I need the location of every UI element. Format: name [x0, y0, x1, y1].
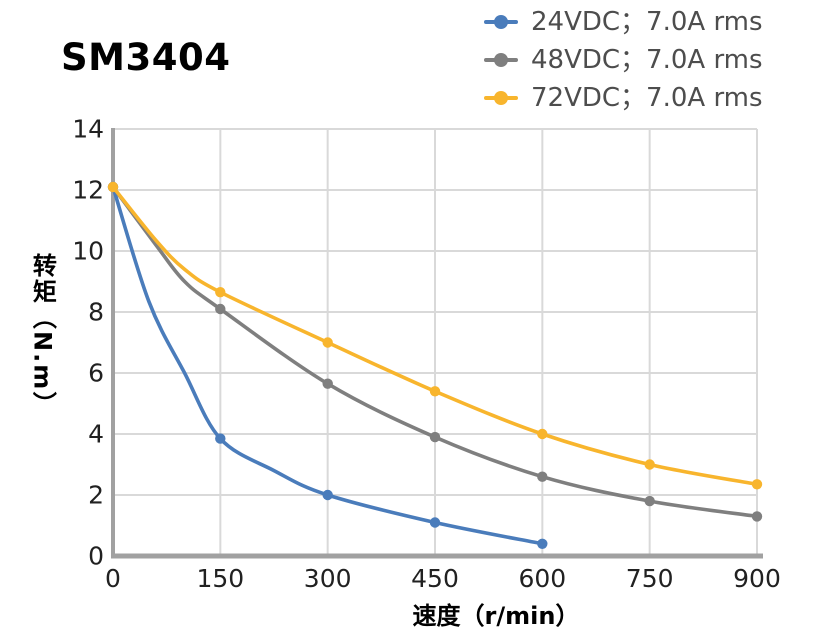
legend-dot-icon	[494, 90, 508, 105]
x-axis-title: 速度（r/min）	[412, 602, 580, 630]
legend-dot-icon	[494, 52, 508, 67]
data-point-48vdc	[644, 495, 655, 507]
y-tick-label: 10	[72, 236, 104, 266]
legend-item-72vdc: 72VDC；7.0A rms	[484, 82, 763, 113]
y-tick-label: 6	[88, 358, 104, 388]
x-tick-label: 600	[518, 564, 567, 593]
legend-marker-icon	[484, 14, 518, 29]
legend-item-48vdc: 48VDC；7.0A rms	[484, 44, 763, 75]
legend-label: 48VDC；7.0A rms	[531, 44, 763, 75]
data-point-72vdc	[429, 386, 441, 397]
data-point-48vdc	[215, 303, 226, 315]
x-tick-label: 750	[625, 564, 674, 593]
legend-item-24vdc: 24VDC；7.0A rms	[484, 6, 763, 37]
y-tick-label: 14	[72, 114, 104, 144]
data-point-72vdc	[107, 181, 119, 193]
x-axis-ticks: 0 150 300 450 600 750 900	[0, 566, 831, 598]
legend-label: 72VDC；7.0A rms	[531, 82, 763, 113]
data-point-24vdc	[537, 538, 548, 549]
x-tick-label: 300	[303, 564, 352, 593]
legend-marker-icon	[484, 90, 518, 105]
legend-dot-icon	[494, 14, 508, 29]
data-point-72vdc	[215, 287, 226, 298]
data-point-72vdc	[537, 428, 548, 440]
legend-marker-icon	[484, 52, 518, 67]
data-point-24vdc	[429, 517, 441, 528]
legend: 24VDC；7.0A rms 48VDC；7.0A rms 72VDC；7.0A r…	[484, 6, 763, 113]
data-point-48vdc	[429, 431, 441, 443]
y-tick-label: 12	[72, 175, 104, 205]
y-tick-label: 2	[88, 480, 104, 510]
x-tick-label: 450	[411, 564, 459, 593]
y-tick-label: 4	[88, 419, 104, 449]
x-tick-label: 900	[733, 564, 781, 593]
data-point-72vdc	[644, 459, 655, 470]
data-point-24vdc	[215, 433, 226, 444]
series-line-48vdc	[111, 185, 759, 519]
data-point-72vdc	[322, 337, 333, 348]
x-tick-label: 0	[105, 564, 121, 593]
data-point-48vdc	[322, 378, 333, 389]
data-point-72vdc	[751, 479, 763, 490]
data-point-24vdc	[322, 489, 333, 501]
legend-label: 24VDC；7.0A rms	[531, 6, 763, 37]
data-point-48vdc	[751, 511, 763, 522]
data-point-48vdc	[537, 471, 548, 482]
y-tick-label: 8	[88, 297, 104, 327]
chart-title: SM3404	[61, 36, 231, 79]
x-tick-label: 150	[196, 564, 245, 593]
y-axis-title: 转矩（N.m）	[28, 253, 57, 418]
y-tick-label: 0	[88, 541, 104, 571]
series-line-72vdc	[111, 185, 759, 487]
